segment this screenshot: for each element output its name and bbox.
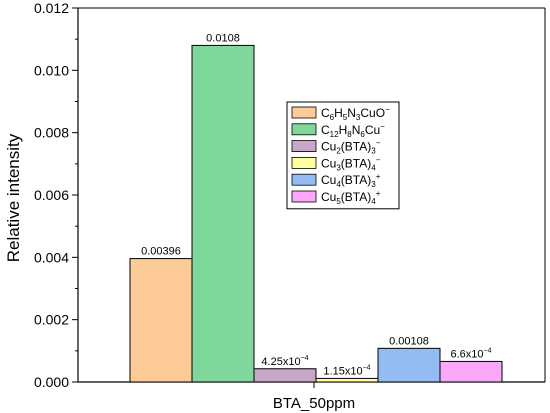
y-tick-label: 0.002 [34, 312, 69, 328]
bar [439, 360, 503, 383]
bar [377, 347, 441, 383]
y-tick-label: 0.000 [34, 374, 69, 390]
y-axis-title: Relative intensity [4, 133, 23, 262]
bar-value-label: 0.00396 [141, 246, 181, 258]
bar-value-label: 1.15x10−4 [323, 364, 370, 377]
bar-value-label: 0.0108 [206, 32, 240, 44]
legend: C6H5N3CuO−C12H8N6Cu−Cu2(BTA)3−Cu3(BTA)4−… [286, 101, 400, 210]
x-axis-title: BTA_50ppm [273, 395, 355, 412]
bars [129, 44, 503, 383]
legend-swatch [291, 123, 317, 136]
y-tick-label: 0.012 [34, 0, 69, 16]
y-tick-label: 0.010 [34, 62, 69, 78]
bar-value-label: 4.25x10−4 [261, 355, 308, 368]
legend-label: C12H8N6Cu− [321, 122, 385, 139]
y-tick-label: 0.006 [34, 187, 69, 203]
bar [253, 368, 317, 383]
legend-label: Cu3(BTA)4− [321, 155, 381, 172]
legend-swatch [291, 106, 317, 119]
y-tick-label: 0.004 [34, 249, 69, 265]
bar-value-label: 6.6x10−4 [450, 347, 491, 360]
legend-swatch [291, 190, 317, 203]
axes: 0.000 0.002 0.004 0.006 0.008 0.010 0.012 [34, 0, 546, 390]
bar [129, 258, 193, 383]
legend-swatch [291, 173, 317, 186]
legend-label: C6H5N3CuO− [321, 105, 390, 122]
bar [191, 44, 255, 383]
legend-swatch [291, 140, 317, 153]
y-tick-label: 0.008 [34, 125, 69, 141]
bar-value-label: 0.00108 [389, 335, 429, 347]
legend-box [286, 101, 400, 210]
legend-label: Cu2(BTA)3− [321, 139, 381, 156]
legend-label: Cu4(BTA)3+ [321, 172, 381, 189]
legend-label: Cu5(BTA)4+ [321, 189, 381, 206]
data-labels: 0.00396 0.0108 4.25x10−4 1.15x10−4 0.00108 6.… [141, 32, 491, 377]
bar [315, 377, 379, 383]
legend-swatch [291, 156, 317, 169]
